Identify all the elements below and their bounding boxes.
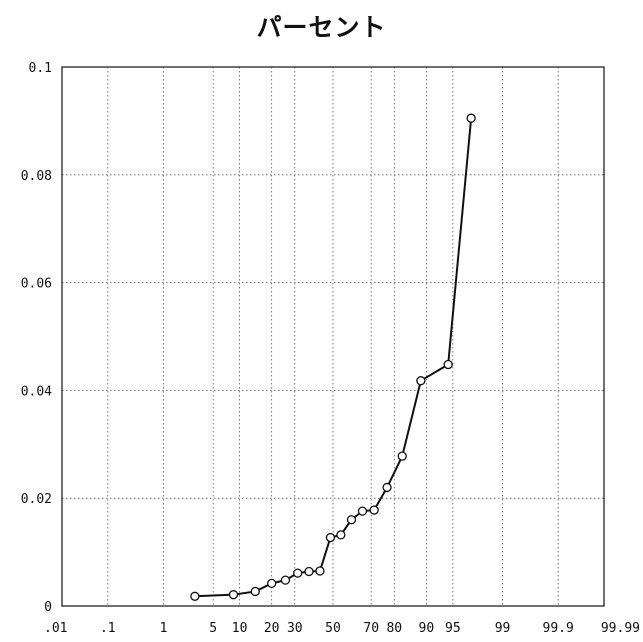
series-line-layer	[194, 118, 473, 598]
data-point	[315, 566, 325, 576]
plot-area-frame	[61, 66, 605, 607]
y-tick-label: 0	[44, 600, 52, 615]
x-tick-label: 99.9	[543, 621, 574, 636]
data-point	[190, 591, 200, 601]
data-point	[280, 575, 291, 585]
x-tick-label: 20	[264, 621, 280, 636]
data-points-layer	[190, 113, 476, 601]
y-axis-labels: 0 0.02 0.04 0.06 0.08 0.1	[21, 61, 52, 615]
data-point	[304, 566, 314, 577]
x-tick-label: .01	[44, 621, 67, 636]
data-point	[293, 568, 303, 578]
data-point	[397, 451, 407, 461]
data-point	[336, 530, 346, 540]
x-tick-label: 99	[495, 621, 511, 636]
data-point	[416, 376, 426, 386]
x-tick-label: 10	[232, 621, 248, 636]
x-tick-label: 1	[160, 621, 168, 636]
data-point	[267, 578, 277, 589]
data-point	[382, 482, 392, 493]
data-point	[357, 506, 368, 516]
y-tick-label: 0.02	[21, 492, 52, 507]
x-tick-label: 99.99	[601, 621, 640, 636]
x-tick-label: .1	[100, 621, 116, 636]
x-axis-labels: .01 .1 1 5 10 20 30 50 70 80 90 95 99 99.9 99.99	[44, 621, 640, 636]
x-tick-label: 30	[287, 621, 303, 636]
data-point	[466, 113, 476, 123]
y-tick-label: 0.1	[29, 61, 52, 76]
data-point	[443, 359, 453, 370]
data-point	[346, 515, 357, 525]
x-tick-label: 5	[209, 621, 217, 636]
x-tick-label: 70	[363, 621, 379, 636]
x-tick-label: 90	[419, 621, 435, 636]
x-tick-label: 50	[325, 621, 341, 636]
y-tick-label: 0.04	[21, 384, 52, 399]
y-tick-label: 0.08	[21, 169, 52, 184]
x-tick-label: 95	[445, 621, 461, 636]
data-point	[250, 586, 260, 597]
grid-layer	[62, 67, 604, 606]
data-point	[325, 532, 336, 543]
data-point	[228, 590, 239, 600]
data-point	[369, 505, 379, 515]
y-tick-label: 0.06	[21, 277, 52, 292]
chart-title: パーセント	[256, 13, 387, 42]
x-tick-label: 80	[386, 621, 402, 636]
series-line	[194, 118, 473, 598]
